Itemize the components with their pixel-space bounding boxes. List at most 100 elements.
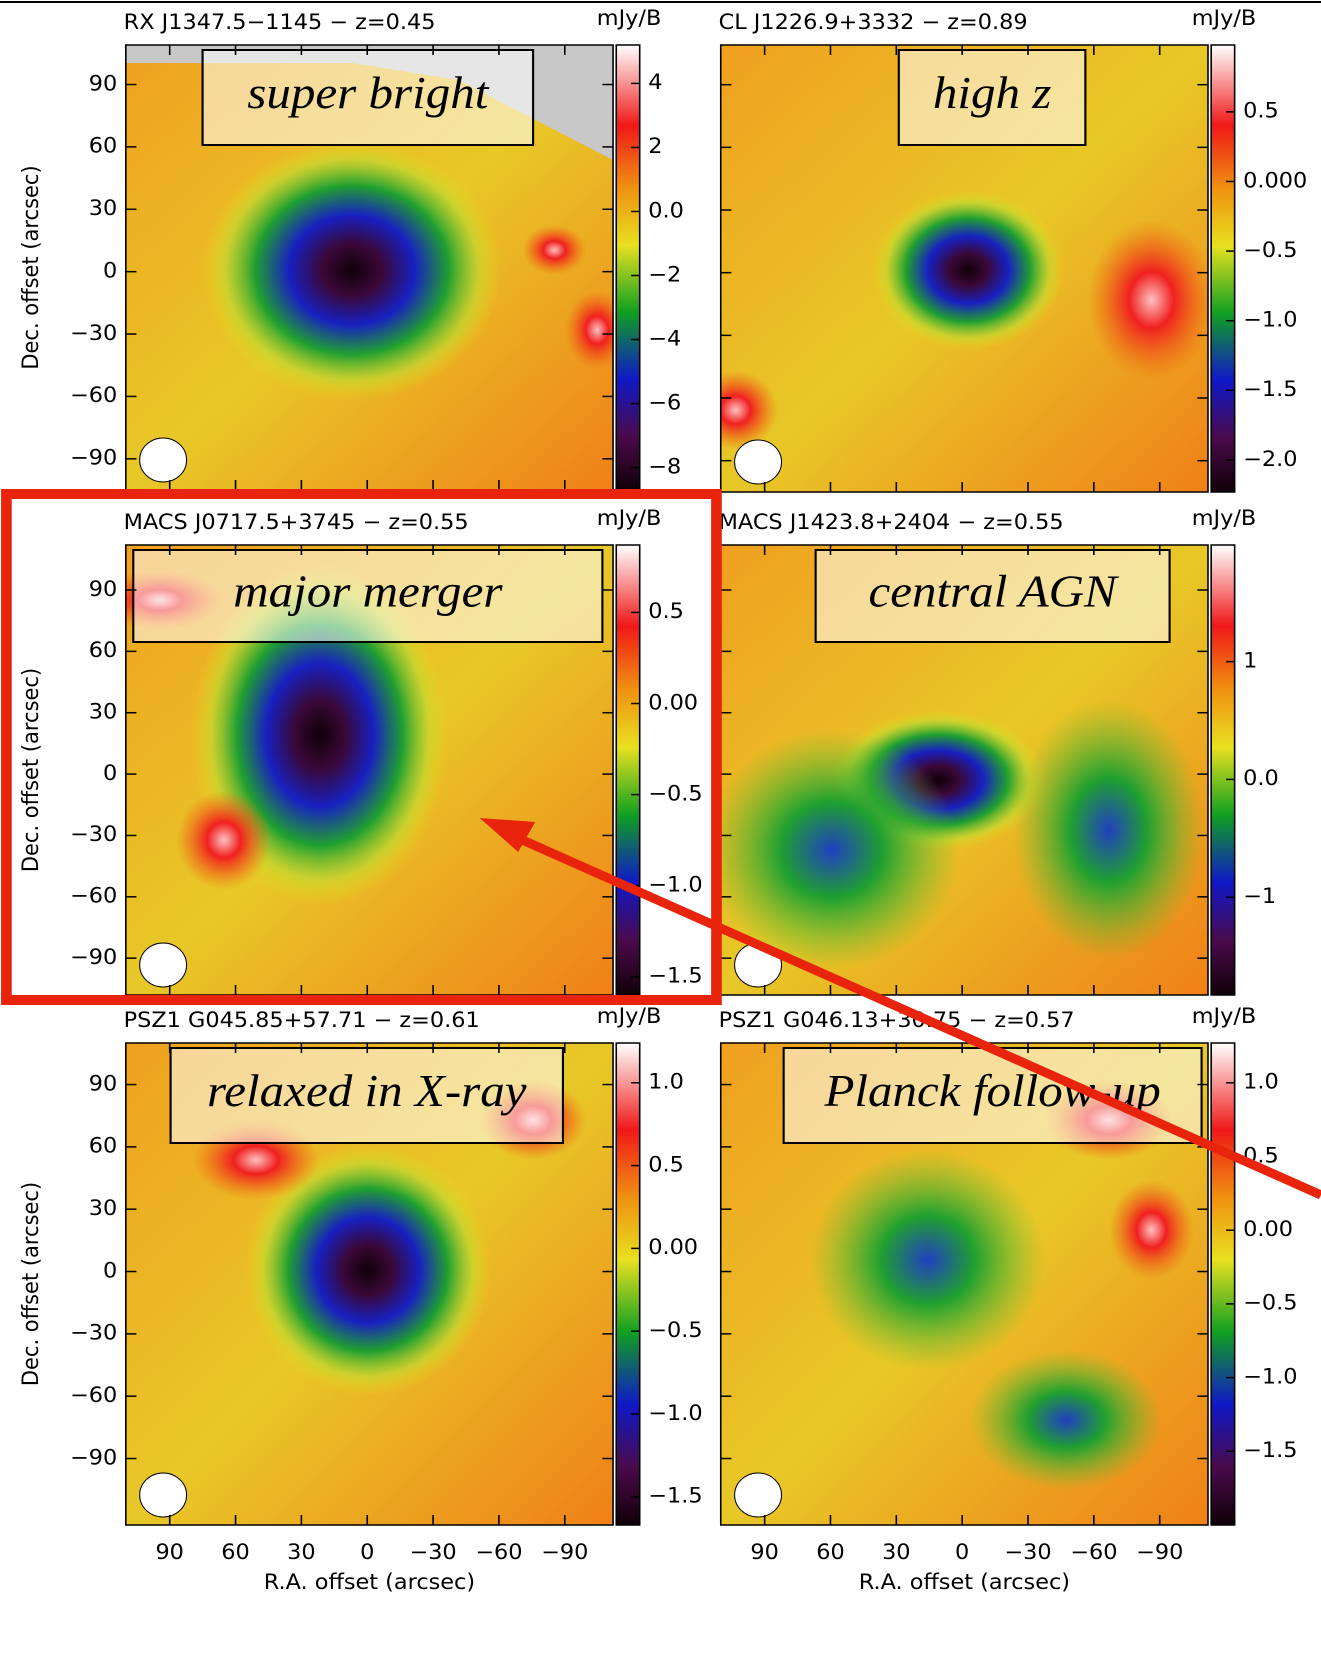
x-tick-label: 60	[816, 1540, 844, 1564]
colorbar-tick-label: −1.5	[1243, 1439, 1297, 1463]
colorbar-tick-label: −1.5	[1243, 378, 1297, 402]
y-axis-label: Dec. offset (arcsec)	[19, 165, 45, 369]
colorbar-tick-label: −6	[648, 391, 681, 415]
colorbar-tick-label: 0.00	[1243, 1218, 1293, 1242]
arrow-shaft	[520, 835, 1321, 1200]
y-tick-label: −30	[70, 823, 117, 847]
highlight-frame	[1, 489, 722, 1005]
colorbar-tick-label: 0.00	[648, 691, 698, 715]
map-frame	[719, 44, 1209, 493]
colorbar-label: mJy/B	[597, 1004, 662, 1028]
colorbar	[1210, 544, 1236, 996]
colorbar-tick-label: −1.5	[648, 964, 702, 988]
y-tick-label: 30	[89, 197, 117, 221]
x-tick-label: 0	[955, 1540, 969, 1564]
annotation-box	[897, 49, 1087, 146]
colorbar-tick-label: −1.0	[1243, 1365, 1297, 1389]
beam	[734, 1472, 783, 1518]
panel-title: RX J1347.5−1145 − z=0.45	[124, 10, 436, 34]
annotation: super bright	[247, 68, 490, 118]
y-tick-label: 30	[89, 700, 117, 724]
map-feature	[720, 730, 960, 970]
y-tick-label: 90	[89, 1072, 117, 1096]
arrow-head	[479, 818, 536, 852]
x-tick-label: 90	[155, 1540, 183, 1564]
colorbar-tick-label: −0.5	[1243, 239, 1297, 263]
panel: major merger MACS J0717.5+3745 − z=0.55 mJ…	[19, 506, 703, 996]
colorbar-tick-label: −2.0	[1243, 447, 1297, 471]
y-axis-label: Dec. offset (arcsec)	[19, 1182, 45, 1386]
panel: Planck follow-up PSZ1 G046.13+30.75 − z=0…	[719, 1004, 1298, 1594]
colorbar-tick-label: 1.0	[1243, 1070, 1279, 1094]
y-tick-label: −60	[70, 884, 117, 908]
colorbar-tick-label: −1.0	[648, 873, 702, 897]
x-tick-label: 90	[750, 1540, 778, 1564]
map-frame	[125, 1042, 614, 1526]
panel-title: PSZ1 G046.13+30.75 − z=0.57	[719, 1008, 1075, 1032]
colorbar	[615, 1042, 641, 1526]
colorbar-tick-label: 0.5	[1243, 99, 1279, 123]
y-tick-label: 0	[103, 762, 117, 786]
colorbar	[615, 44, 641, 491]
x-axis-label: R.A. offset (arcsec)	[859, 1570, 1070, 1594]
panel: central AGN MACS J1423.8+2404 − z=0.55 mJy…	[719, 506, 1279, 996]
x-tick-label: −90	[541, 1540, 588, 1564]
map-frame	[719, 1042, 1209, 1526]
annotation: Planck follow-up	[823, 1066, 1160, 1116]
colorbar-label: mJy/B	[597, 506, 662, 530]
colorbar-tick-label: −4	[648, 327, 681, 351]
colorbar-label: mJy/B	[1192, 506, 1257, 530]
colorbar-tick-label: −1.0	[1243, 308, 1297, 332]
annotation-box	[782, 1047, 1203, 1144]
y-tick-label: 0	[103, 259, 117, 283]
y-tick-label: −90	[70, 446, 117, 470]
map-feature	[522, 225, 587, 275]
x-tick-label: −90	[1136, 1540, 1183, 1564]
colorbar-tick-label: −2	[648, 263, 681, 287]
colorbar-tick-label: −1.0	[648, 1401, 702, 1425]
annotation-box	[132, 549, 604, 643]
colorbar-tick-label: 0.5	[648, 600, 684, 624]
panel-title: CL J1226.9+3332 − z=0.89	[719, 10, 1028, 34]
annotation-box	[169, 1047, 565, 1144]
x-tick-label: 30	[882, 1540, 910, 1564]
colorbar-tick-label: 1	[1243, 649, 1257, 673]
beam	[139, 1472, 188, 1518]
beam	[139, 942, 188, 988]
colorbar-tick-label: 0.0	[1243, 767, 1279, 791]
panel-title: MACS J0717.5+3745 − z=0.55	[124, 510, 469, 534]
colorbar-label: mJy/B	[1192, 6, 1257, 30]
colorbar	[1210, 44, 1236, 493]
colorbar-tick-label: 2	[648, 135, 662, 159]
colorbar-tick-label: −1.5	[648, 1484, 702, 1508]
map-feature	[202, 140, 502, 400]
annotation: central AGN	[868, 567, 1119, 617]
colorbar-tick-label: −0.5	[648, 1319, 702, 1343]
colorbar-label: mJy/B	[597, 6, 662, 30]
panel-title: MACS J1423.8+2404 − z=0.55	[719, 510, 1064, 534]
map-feature	[872, 190, 1065, 350]
map-feature	[1012, 700, 1205, 960]
beam	[139, 437, 188, 483]
map-feature	[1087, 220, 1208, 380]
y-tick-label: 60	[89, 1134, 117, 1158]
map-feature	[720, 370, 779, 450]
annotation-box	[201, 49, 535, 146]
y-tick-label: −90	[70, 1446, 117, 1470]
y-tick-label: −30	[70, 321, 117, 345]
y-tick-label: 60	[89, 639, 117, 663]
x-tick-label: 30	[287, 1540, 315, 1564]
colorbar-tick-label: −0.5	[648, 782, 702, 806]
y-tick-label: −30	[70, 1321, 117, 1345]
colorbar	[1210, 1042, 1236, 1526]
panel: relaxed in X-ray PSZ1 G045.85+57.71 − z=0…	[19, 1004, 703, 1594]
y-axis-label: Dec. offset (arcsec)	[19, 668, 45, 872]
y-tick-label: 90	[89, 72, 117, 96]
x-tick-label: 60	[221, 1540, 249, 1564]
colorbar-tick-label: −0.5	[1243, 1291, 1297, 1315]
annotation: high z	[933, 68, 1052, 118]
map-feature	[565, 290, 614, 370]
y-tick-label: 60	[89, 134, 117, 158]
panel: super bright RX J1347.5−1145 − z=0.45 mJy/…	[19, 6, 684, 491]
